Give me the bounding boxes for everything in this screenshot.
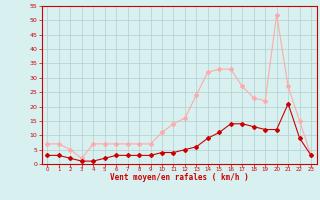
X-axis label: Vent moyen/en rafales ( km/h ): Vent moyen/en rafales ( km/h ) — [110, 173, 249, 182]
